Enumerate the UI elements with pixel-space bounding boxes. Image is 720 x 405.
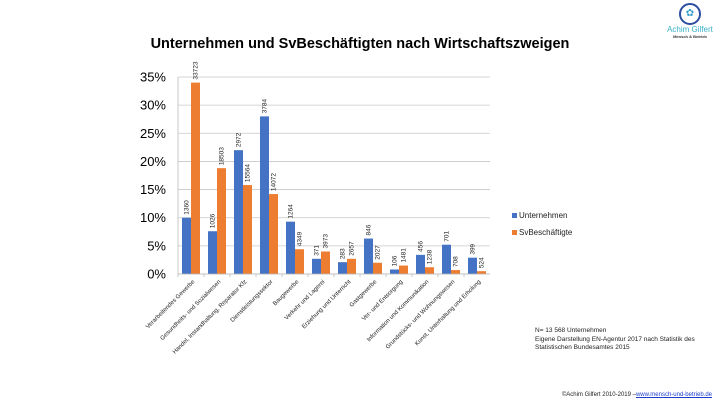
logo: ✿ Achim Gilfert Mensch & Betrieb <box>660 3 720 39</box>
logo-icon: ✿ <box>679 3 701 25</box>
data-label: 3973 <box>323 234 330 249</box>
legend-label: Unternehmen <box>519 211 568 220</box>
data-label: 524 <box>479 257 486 268</box>
y-tick-label: 15% <box>140 182 166 197</box>
bar-svbeschaeftigte <box>269 194 278 274</box>
data-label: 399 <box>470 243 477 254</box>
bar-unternehmen <box>286 221 295 274</box>
bar-svbeschaeftigte <box>295 249 304 274</box>
y-tick-label: 30% <box>140 98 166 113</box>
data-label: 2027 <box>375 245 382 260</box>
data-label: 1238 <box>427 249 434 264</box>
data-label: 1360 <box>184 200 191 215</box>
bar-svbeschaeftigte <box>243 185 252 274</box>
y-tick-label: 5% <box>147 238 166 253</box>
bar-svbeschaeftigte <box>347 258 356 274</box>
data-label: 4349 <box>297 231 304 246</box>
data-label: 846 <box>366 224 373 235</box>
chart-title: Unternehmen und SvBeschäftigten nach Wir… <box>150 36 570 52</box>
data-label: 283 <box>340 248 347 259</box>
bar-svbeschaeftigte <box>217 168 226 274</box>
bar-unternehmen <box>260 116 269 275</box>
data-label: 14072 <box>271 173 278 191</box>
data-label: 371 <box>314 245 321 256</box>
bar-unternehmen <box>208 231 217 274</box>
legend-item-unternehmen: Unternehmen <box>512 207 572 224</box>
y-tick-label: 25% <box>140 126 166 141</box>
bar-svbeschaeftigte <box>191 82 200 274</box>
bar-unternehmen <box>468 257 477 274</box>
x-tick-label: Verarbeitendes Gewerbe <box>145 279 197 331</box>
data-label: 3784 <box>262 99 269 114</box>
legend-label: SvBeschäftigte <box>519 228 573 237</box>
bar-unternehmen <box>312 258 321 274</box>
data-label: 18503 <box>219 147 226 165</box>
y-tick-label: 20% <box>140 154 166 169</box>
bar-svbeschaeftigte <box>321 251 330 274</box>
note-line: Eigene Darstellung EN-Agentur 2017 nach … <box>535 335 695 343</box>
bar-svbeschaeftigte <box>373 262 382 274</box>
y-tick-label: 0% <box>147 267 166 282</box>
bar-unternehmen <box>416 254 425 274</box>
legend-swatch <box>512 213 517 218</box>
bar-unternehmen <box>364 238 373 274</box>
bar-svbeschaeftigte <box>425 267 434 274</box>
bar-unternehmen <box>442 244 451 274</box>
data-label: 1481 <box>401 248 408 263</box>
source-note: N= 13 568 Unternehmen Eigene Darstellung… <box>535 327 695 353</box>
data-label: 1264 <box>288 204 295 219</box>
legend-item-svbeschaeftigte: SvBeschäftigte <box>512 224 572 241</box>
bar-svbeschaeftigte <box>399 265 408 274</box>
footer-text: ©Achim Gilfert 2010-2019 – <box>561 392 636 398</box>
data-label: 106 <box>392 255 399 266</box>
y-tick-label: 10% <box>140 210 166 225</box>
bar-svbeschaeftigte <box>477 271 486 274</box>
x-tick-label: Baugewerbe <box>272 279 301 308</box>
data-label: 15564 <box>245 164 252 182</box>
bar-unternehmen <box>338 262 347 274</box>
data-label: 708 <box>453 256 460 267</box>
legend: Unternehmen SvBeschäftigte <box>512 207 572 241</box>
data-label: 1026 <box>210 213 217 228</box>
bar-svbeschaeftigte <box>451 270 460 274</box>
logo-tagline: Mensch & Betrieb <box>673 34 707 39</box>
note-line: N= 13 568 Unternehmen <box>535 327 607 334</box>
legend-swatch <box>512 230 517 235</box>
bar-unternehmen <box>234 150 243 274</box>
data-label: 2657 <box>349 241 356 256</box>
note-line: Statistischen Bundesamtes 2015 <box>535 344 630 351</box>
logo-name: Achim Gilfert <box>667 25 713 34</box>
footer: ©Achim Gilfert 2010-2019 –www.mensch-und… <box>562 392 712 398</box>
data-label: 2972 <box>236 132 243 147</box>
y-tick-label: 35% <box>140 70 166 85</box>
data-label: 456 <box>418 241 425 252</box>
footer-link[interactable]: www.mensch-und-betrieb.de <box>635 392 712 398</box>
data-label: 701 <box>444 231 451 242</box>
bar-unternehmen <box>182 217 191 274</box>
data-label: 33723 <box>193 61 200 79</box>
bar-unternehmen <box>390 269 399 274</box>
x-tick-label: Erziehung und Unterricht <box>301 279 352 330</box>
